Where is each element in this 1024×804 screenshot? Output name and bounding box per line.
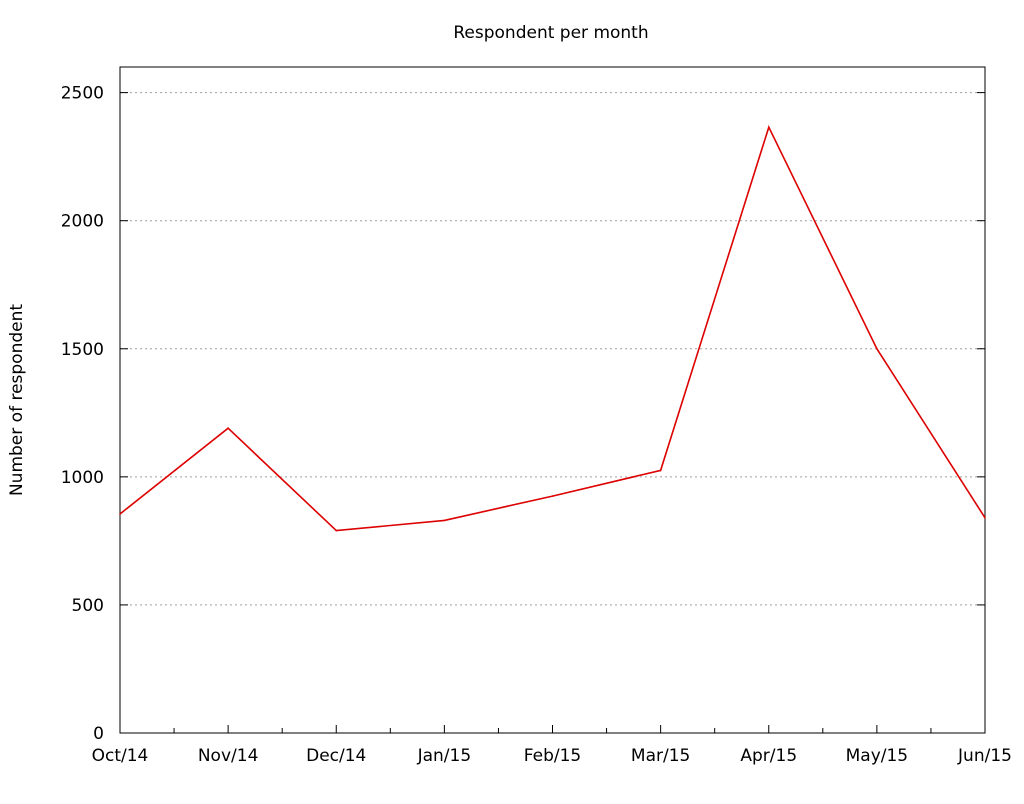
data-point <box>551 495 554 497</box>
y-tick-label: 2500 <box>61 84 104 104</box>
data-point <box>119 513 121 515</box>
y-tick-label: 1000 <box>61 468 104 488</box>
x-tick-label: Nov/14 <box>198 746 259 766</box>
data-point <box>659 469 662 472</box>
data-point <box>767 126 770 128</box>
x-tick-label: Jun/15 <box>957 746 1012 766</box>
y-axis-label: Number of respondent <box>7 304 27 496</box>
x-tick-label: Oct/14 <box>92 746 149 766</box>
axis-ticks: 0 500 1000 1500 2000 2500 Oct/14 Nov/14 Dec/14 Ja… <box>61 84 1012 766</box>
x-tick-label: Dec/14 <box>306 746 366 766</box>
data-point <box>876 347 878 350</box>
y-tick-label: 1500 <box>61 340 104 360</box>
x-tick-label: Mar/15 <box>631 746 690 766</box>
plot-frame <box>119 66 986 734</box>
data-point <box>335 529 338 532</box>
series-layer <box>119 125 986 532</box>
data-point <box>227 427 229 429</box>
y-tick-label: 500 <box>72 596 104 616</box>
gridlines <box>120 92 985 606</box>
x-tick-label: Jan/15 <box>417 746 472 766</box>
y-tick-label: 0 <box>93 724 104 744</box>
data-point <box>443 519 446 522</box>
y-tick-label: 2000 <box>61 212 104 232</box>
x-tick-label: Apr/15 <box>740 746 797 766</box>
x-tick-label: May/15 <box>846 746 909 766</box>
x-tick-label: Feb/15 <box>524 746 581 766</box>
data-point <box>984 517 986 519</box>
chart-title: Respondent per month <box>453 23 648 43</box>
series-line-0 <box>119 125 986 532</box>
